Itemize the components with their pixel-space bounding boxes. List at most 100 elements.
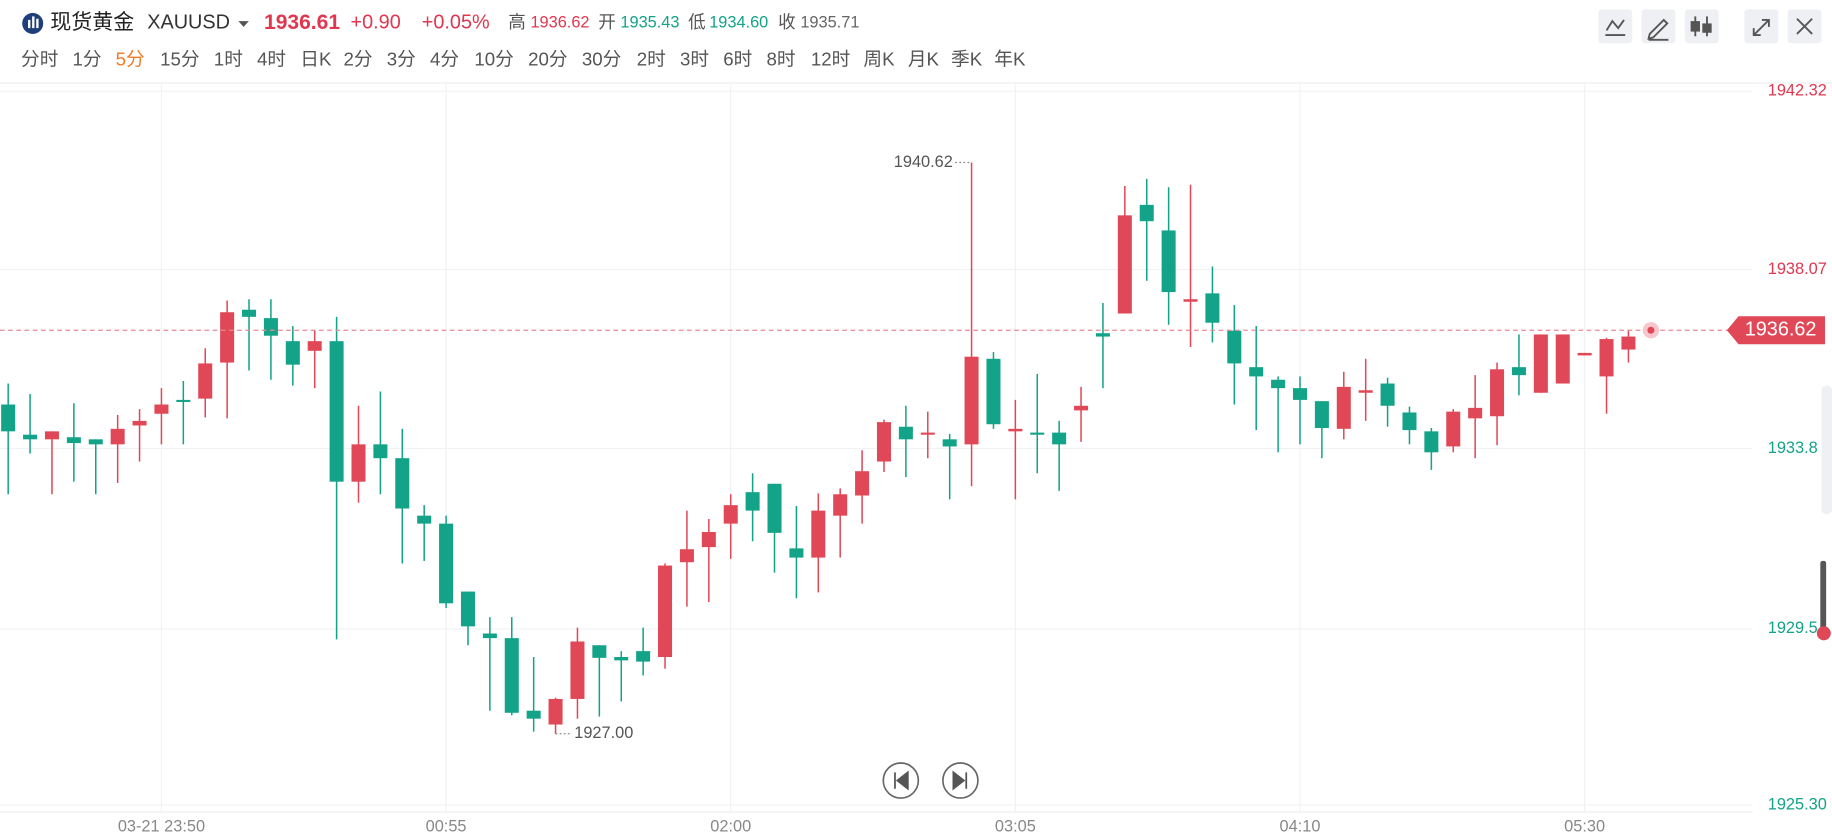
candle-body xyxy=(1402,412,1417,431)
logo-bar xyxy=(28,19,31,29)
candle-body xyxy=(1227,330,1242,364)
candle-body xyxy=(242,309,257,317)
candle-body xyxy=(220,312,235,363)
candle-button[interactable] xyxy=(1684,9,1719,44)
candle-body xyxy=(439,523,454,604)
candle-body xyxy=(701,532,716,548)
timeframe-tab[interactable]: 10分 xyxy=(474,49,513,70)
candle-body xyxy=(1,404,16,432)
timeframe-tab[interactable]: 3分 xyxy=(387,49,416,70)
candle-body xyxy=(855,471,870,496)
timeframe-tab[interactable]: 20分 xyxy=(528,49,567,70)
candle-body xyxy=(526,710,541,719)
candle-body xyxy=(942,439,957,447)
instrument-name: 现货黄金 xyxy=(50,11,134,34)
candle-body xyxy=(417,515,432,524)
candle-body xyxy=(876,422,891,462)
change: +0.90 xyxy=(351,12,401,34)
close-value: 1935.71 xyxy=(800,14,859,32)
low-value: 1934.60 xyxy=(709,14,768,32)
candle-body xyxy=(460,591,475,627)
candle-body xyxy=(307,341,322,351)
indicator-button[interactable] xyxy=(1598,9,1633,44)
low-label: 低 xyxy=(688,12,706,32)
timeframe-tab[interactable]: 季K xyxy=(951,49,983,70)
timeframe-tab[interactable]: 2时 xyxy=(637,49,666,70)
x-tick-label: 02:00 xyxy=(710,818,751,836)
candle-body xyxy=(1205,293,1220,323)
max-annotation: 1940.62 xyxy=(894,153,953,171)
scrollbar[interactable] xyxy=(1821,385,1832,515)
candle-body xyxy=(1621,336,1636,350)
candle-body xyxy=(23,434,38,440)
zoom-handle[interactable] xyxy=(1820,560,1827,634)
timeframe-tab[interactable]: 1时 xyxy=(214,49,243,70)
x-tick-label: 05:30 xyxy=(1564,818,1605,836)
x-tick-label: 03-21 23:50 xyxy=(118,818,205,836)
candle-body xyxy=(1292,388,1308,400)
candle-body xyxy=(482,633,497,639)
candle-body xyxy=(1161,230,1176,293)
timeframe-tab[interactable]: 30分 xyxy=(582,49,621,70)
candle-body xyxy=(110,428,125,445)
timeframe-tab[interactable]: 4时 xyxy=(257,49,286,70)
candle-body xyxy=(679,549,694,563)
candle-body xyxy=(592,645,607,658)
candle-body xyxy=(898,426,913,440)
timeframe-tab[interactable]: 8时 xyxy=(766,49,795,70)
timeframe-tab[interactable]: 分时 xyxy=(21,49,58,70)
timeframe-tab[interactable]: 周K xyxy=(863,49,895,70)
candle-body xyxy=(1314,401,1329,428)
candle-body xyxy=(723,505,738,524)
timeframe-tab[interactable]: 5分 xyxy=(116,49,145,70)
candle-body xyxy=(263,318,278,336)
timeframe-tab[interactable]: 年K xyxy=(994,49,1026,70)
candle-body xyxy=(1008,428,1023,432)
candle-body xyxy=(920,432,935,435)
dropdown-arrow[interactable] xyxy=(238,21,249,27)
candle-body xyxy=(614,657,629,661)
high-label: 高 xyxy=(508,12,526,32)
candle-body xyxy=(1271,379,1286,389)
candle-body xyxy=(373,444,388,459)
candle-body xyxy=(789,548,804,558)
open-label: 开 xyxy=(598,12,616,32)
candle-body xyxy=(285,341,300,365)
high-value: 1936.62 xyxy=(530,14,589,32)
timeframe-tab[interactable]: 4分 xyxy=(430,49,459,70)
last-price-label: 1936.62 xyxy=(1745,319,1817,341)
symbol[interactable]: XAUUSD xyxy=(147,12,230,34)
candle-body xyxy=(198,363,213,399)
candle-body xyxy=(833,494,848,516)
min-annotation: 1927.00 xyxy=(574,724,633,742)
candle-body xyxy=(1555,334,1570,384)
timeframe-tab[interactable]: 1分 xyxy=(72,49,101,70)
candle-body xyxy=(154,404,169,414)
candle-body xyxy=(745,492,760,511)
icon xyxy=(1690,21,1700,32)
plot xyxy=(0,84,1753,813)
candle-body xyxy=(44,431,59,440)
timeframe-tab[interactable]: 6时 xyxy=(723,49,752,70)
timeframe-tab[interactable]: 2分 xyxy=(344,49,373,70)
candle-body xyxy=(176,399,191,402)
candle-body xyxy=(132,420,147,426)
zoom-knob[interactable] xyxy=(1816,626,1831,641)
y-tick-label: 1938.07 xyxy=(1768,260,1827,278)
open-value: 1935.43 xyxy=(620,14,679,32)
candle-body xyxy=(1358,390,1373,393)
timeframe-tab[interactable]: 月K xyxy=(908,49,940,70)
timeframe-tab[interactable]: 15分 xyxy=(160,49,199,70)
last-price-tag xyxy=(1726,316,1825,345)
next-icon xyxy=(952,770,968,791)
candle-body xyxy=(658,565,673,658)
candle-body xyxy=(1468,407,1483,419)
timeframe-tab[interactable]: 日K xyxy=(300,49,332,70)
timeframe-tab[interactable]: 12时 xyxy=(811,49,850,70)
icon xyxy=(1702,23,1712,33)
logo-bar xyxy=(36,18,39,29)
timeframe-tab[interactable]: 3时 xyxy=(680,49,709,70)
icon xyxy=(1796,18,1813,35)
candle-body xyxy=(66,437,81,444)
